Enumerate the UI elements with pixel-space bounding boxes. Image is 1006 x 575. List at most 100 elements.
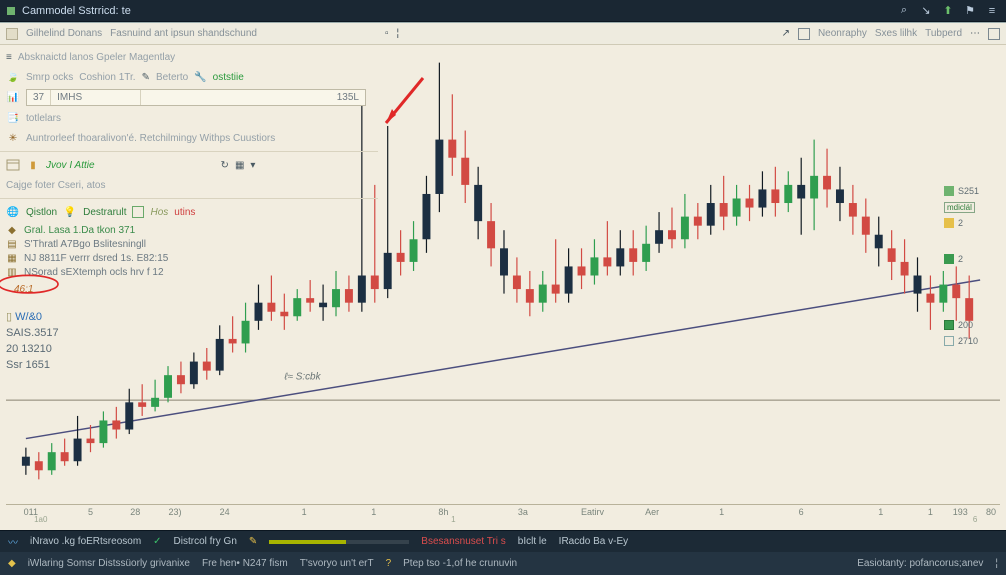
rl1: S251 <box>958 186 979 196</box>
wrench-icon[interactable]: 🔧 <box>194 72 206 83</box>
f2e[interactable]: Easiotanty: pofancorus;anev <box>857 558 983 569</box>
svg-text:ℓ≈ S:cbk: ℓ≈ S:cbk <box>283 372 321 383</box>
x-tick: 1 <box>302 507 307 517</box>
y-right-label: 80 <box>986 507 996 517</box>
sw5-icon <box>944 336 954 346</box>
checkbox-icon[interactable] <box>132 206 144 218</box>
in-b: IMHS <box>51 90 141 105</box>
candle-icon: 📊 <box>6 91 20 105</box>
lp-5[interactable]: Jvov I Attie <box>46 160 95 171</box>
r-mid[interactable]: Sxes lilhk <box>875 28 917 39</box>
r-end[interactable]: Tubperd <box>925 28 962 39</box>
bar-icon[interactable]: ▮ <box>26 158 40 172</box>
stack-icon: 📑 <box>6 111 20 125</box>
s3: Ssr 1651 <box>6 357 366 373</box>
x-tick: Eatirv <box>581 507 604 517</box>
box-icon[interactable] <box>798 28 810 40</box>
f1b[interactable]: Distrcol fry Gn <box>174 536 237 547</box>
m3-icon: ▦ <box>6 252 18 264</box>
lp-2d[interactable]: oststiie <box>213 72 244 83</box>
progress-bar <box>269 540 409 544</box>
tag-c[interactable]: Hos <box>150 207 168 218</box>
stats-icon: ▯ <box>6 311 12 323</box>
f1a[interactable]: iNravo .kg foERtsreosom <box>30 536 141 547</box>
f1-pen-icon[interactable]: ✎ <box>249 536 257 547</box>
f2a[interactable]: iWlaring Somsr Distssüorly grivanixe <box>28 558 190 569</box>
in-a: 37 <box>27 90 51 105</box>
left-panel: ≡Absknaictd lanos Gpeler Magentlay 🍃 Smr… <box>6 49 366 373</box>
f2b[interactable]: Fre hen• N247 fism <box>202 558 288 569</box>
tag-a[interactable]: Qistlon <box>26 207 57 218</box>
x-tick: 1 <box>371 507 376 517</box>
caret-icon[interactable]: ▾ <box>250 160 255 171</box>
f2c[interactable]: T'svoryo un't erT <box>300 558 374 569</box>
lp-row1[interactable]: Absknaictd lanos Gpeler Magentlay <box>18 52 175 63</box>
app-icon <box>6 6 16 16</box>
sw3-icon <box>944 254 954 264</box>
in-c: 135L <box>331 90 365 105</box>
rl2[interactable]: mdiclál <box>944 202 975 213</box>
lp-stats: ▯ W/&0 SAIS.3517 20 13210 Ssr 1651 <box>6 309 366 373</box>
x-tick: 6 <box>973 515 977 524</box>
warn-icon: ◆ <box>8 558 16 569</box>
sw1-icon <box>944 186 954 196</box>
crumb-1[interactable]: Gilhelind Donans <box>26 28 102 39</box>
crumb-2[interactable]: Fasnuind ant ipsun shandschund <box>110 28 257 39</box>
symbol-input[interactable]: 37 IMHS 135L <box>26 89 366 106</box>
lp-3: totlelars <box>26 113 61 124</box>
tick-icon[interactable]: ¦ <box>397 28 400 39</box>
x-tick: 1 <box>451 515 455 524</box>
tag-b[interactable]: Destrarult <box>83 207 126 218</box>
circ-text: 46:1 <box>14 284 33 295</box>
f1e[interactable]: IRacdo Ba v-Ey <box>559 536 628 547</box>
window-icon[interactable] <box>6 158 20 172</box>
layout-icon[interactable] <box>988 28 1000 40</box>
lp-2a[interactable]: Smrp ocks <box>26 72 73 83</box>
x-tick: 28 <box>130 507 140 517</box>
titlebar: Cammodel Sstrricd: te ⌕ ↘ ⬆ ⚑ ≡ <box>0 0 1006 22</box>
x-tick: 24 <box>220 507 230 517</box>
close-icon[interactable]: ¦ <box>995 558 998 569</box>
tag-d[interactable]: utins <box>174 207 195 218</box>
lp-6: Cajge foter Cseri, atos <box>6 180 106 191</box>
arrow-icon[interactable]: ↘ <box>918 3 934 19</box>
chart-icon[interactable]: ⬆ <box>940 3 956 19</box>
m1: Gral. Lasa 1.Da tkon 371 <box>24 225 135 236</box>
toolbar: Gilhelind Donans Fasnuind ant ipsun shan… <box>0 23 1006 45</box>
rl6: 2710 <box>958 336 978 346</box>
sw2-icon <box>944 218 954 228</box>
star-icon: ✳ <box>6 131 20 145</box>
footer-1: 〰 iNravo .kg foERtsreosom ✓ Distrcol fry… <box>0 530 1006 552</box>
pen-icon[interactable]: ✎ <box>142 72 150 83</box>
flag-icon[interactable]: ⚑ <box>962 3 978 19</box>
r-badge[interactable]: Neonraphy <box>818 28 867 39</box>
lp-2b[interactable]: Coshion 1Tr. <box>79 72 135 83</box>
save-icon[interactable]: ▫ <box>385 28 389 39</box>
f2d[interactable]: Ptep tso -1,of he crunuvin <box>403 558 517 569</box>
f1d[interactable]: bIclt le <box>518 536 547 547</box>
f2c-icon: ? <box>386 558 392 569</box>
reload-icon[interactable]: ↻ <box>221 160 229 171</box>
x-axis: 0111a052823)24118h13aEatirvAer16111936 8… <box>6 504 1000 524</box>
f1-check-icon: ✓ <box>153 536 161 547</box>
x-tick: 8h <box>438 507 448 517</box>
m1-icon: ◆ <box>6 224 18 236</box>
s1: SAIS.3517 <box>6 325 366 341</box>
m4: NSorad sEXtemph ocls hrv f 12 <box>24 267 164 278</box>
f1c[interactable]: Bsesansnuset Tri s <box>421 536 505 547</box>
app-small-icon <box>6 28 18 40</box>
grid-icon[interactable]: ▦ <box>235 160 244 171</box>
menu-icon[interactable]: ≡ <box>984 3 1000 19</box>
m3: NJ 8811F verrr dsred 1s. E82:15 <box>24 253 168 264</box>
x-tick: 23) <box>168 507 181 517</box>
share-icon[interactable]: ↗ <box>782 28 790 39</box>
globe-icon: 🌐 <box>6 205 20 219</box>
more-icon[interactable]: ⋯ <box>970 28 980 39</box>
x-tick: 1 <box>719 507 724 517</box>
lp-2c[interactable]: Beterto <box>156 72 188 83</box>
search-icon[interactable]: ⌕ <box>896 3 912 19</box>
rl4: 2 <box>958 254 963 264</box>
hamburger-icon[interactable]: ≡ <box>6 52 12 63</box>
app-title: Cammodel Sstrricd: te <box>22 5 131 17</box>
x-tick: Aer <box>645 507 659 517</box>
